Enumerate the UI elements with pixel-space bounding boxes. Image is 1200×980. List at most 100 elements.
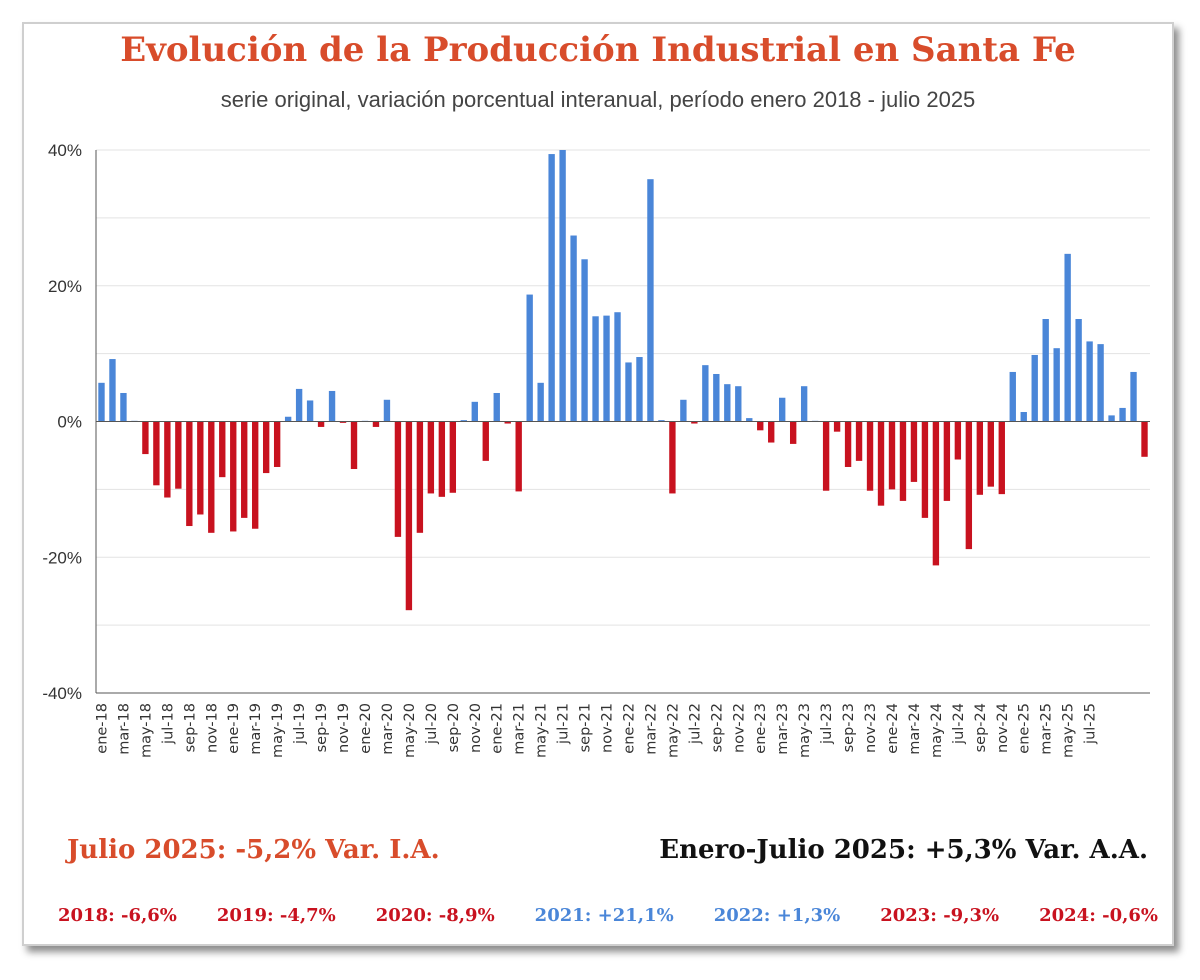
x-tick-label: sep-23 (841, 703, 857, 752)
annual-variation: 2023: -9,3% (880, 905, 1000, 926)
bar (1031, 354, 1038, 422)
x-tick-label: sep-21 (578, 703, 594, 752)
x-tick-label: ene-20 (358, 703, 374, 754)
bar (142, 421, 149, 455)
bar (636, 357, 643, 422)
bar (800, 386, 808, 422)
x-tick-label: may-19 (270, 703, 286, 758)
bar (449, 421, 457, 493)
y-tick-label: 20% (48, 277, 82, 296)
bar (779, 397, 786, 422)
y-tick-label: -20% (42, 548, 82, 567)
x-tick-label: jul-24 (951, 703, 967, 745)
x-tick-label: sep-20 (446, 703, 462, 752)
bar (1108, 415, 1115, 422)
annual-variation: 2024: -0,6% (1039, 905, 1158, 926)
x-tick-label: nov-22 (731, 703, 747, 753)
summary-year-to-date: Enero-Julio 2025: +5,3% Var. A.A. (659, 835, 1148, 865)
bar (427, 421, 435, 494)
bars (98, 150, 1148, 611)
bar (1009, 371, 1016, 422)
bar (471, 401, 478, 422)
annual-variation-list: 2018: -6,6% 2019: -4,7% 2020: -8,9% 2021: +… (58, 905, 1158, 926)
x-tick-label: may-24 (929, 703, 945, 758)
x-tick-label: nov-20 (468, 703, 484, 753)
x-tick-label: may-20 (402, 703, 418, 758)
bar (164, 421, 171, 498)
bar-chart: 40% 20% 0% -20% -40% ene-18 mar-18 may-18 jul-1… (42, 141, 1150, 758)
bar (614, 312, 621, 422)
x-tick-label: nov-24 (995, 703, 1011, 753)
bar (658, 420, 665, 422)
x-tick-label: jul-18 (160, 703, 176, 745)
x-tick-label: ene-19 (226, 703, 242, 754)
x-tick-label: may-22 (665, 703, 681, 758)
x-tick-label: jul-22 (687, 703, 703, 745)
x-tick-label: jul-19 (292, 703, 308, 745)
bar (735, 386, 742, 422)
bar (262, 421, 270, 474)
bar (1064, 253, 1071, 422)
bar (844, 421, 852, 467)
bar (186, 421, 193, 527)
bar (702, 365, 709, 422)
bar (1130, 371, 1137, 422)
bar (120, 392, 127, 422)
x-tick-label: mar-22 (643, 703, 659, 755)
bar (241, 421, 248, 518)
chart-subtitle: serie original, variación porcentual int… (220, 87, 976, 112)
x-tick-label: ene-18 (94, 703, 110, 754)
bar (713, 373, 720, 422)
bar (680, 399, 687, 422)
bar (98, 382, 105, 422)
bar (1075, 319, 1082, 422)
bar (482, 421, 489, 461)
bar (537, 382, 544, 422)
bar (625, 362, 632, 422)
y-tick-label: 0% (57, 413, 82, 432)
bar (888, 421, 896, 490)
x-tick-label: ene-24 (885, 703, 901, 754)
x-tick-label: sep-19 (314, 703, 330, 752)
bar (295, 388, 303, 422)
axes (95, 150, 1150, 694)
bar (230, 421, 237, 532)
bar (724, 384, 731, 422)
bar (581, 259, 588, 422)
x-tick-label: mar-20 (380, 703, 396, 755)
bar (1053, 348, 1060, 422)
bar (1042, 319, 1049, 422)
bar (877, 421, 885, 506)
bar (175, 421, 182, 489)
bar (746, 418, 753, 422)
bar (932, 421, 940, 566)
bar (1020, 412, 1027, 422)
x-tick-label: mar-21 (512, 703, 528, 755)
bar (515, 421, 522, 492)
bar (669, 421, 676, 494)
x-tick-label: jul-21 (556, 703, 572, 745)
bar (822, 421, 830, 491)
bar (504, 421, 511, 424)
bar (1141, 421, 1148, 457)
x-tick-label: ene-21 (490, 703, 506, 754)
bar (866, 421, 874, 491)
x-tick-label: may-25 (1061, 703, 1077, 758)
bar (306, 400, 314, 422)
bar (965, 421, 973, 550)
bar (789, 421, 797, 444)
bar (954, 421, 962, 460)
annual-variation: 2022: +1,3% (713, 905, 841, 926)
bar (592, 316, 599, 422)
bar (219, 421, 226, 478)
bar (1119, 407, 1126, 422)
x-tick-label: jul-23 (819, 703, 835, 745)
bar (855, 421, 863, 461)
annual-variation: 2019: -4,7% (216, 905, 336, 926)
y-tick-label: 40% (48, 141, 82, 160)
x-tick-label: sep-22 (709, 703, 725, 752)
x-tick-label: may-18 (138, 703, 154, 758)
x-tick-label: ene-22 (621, 703, 637, 754)
bar (394, 421, 402, 537)
x-tick-label: mar-24 (907, 703, 923, 755)
